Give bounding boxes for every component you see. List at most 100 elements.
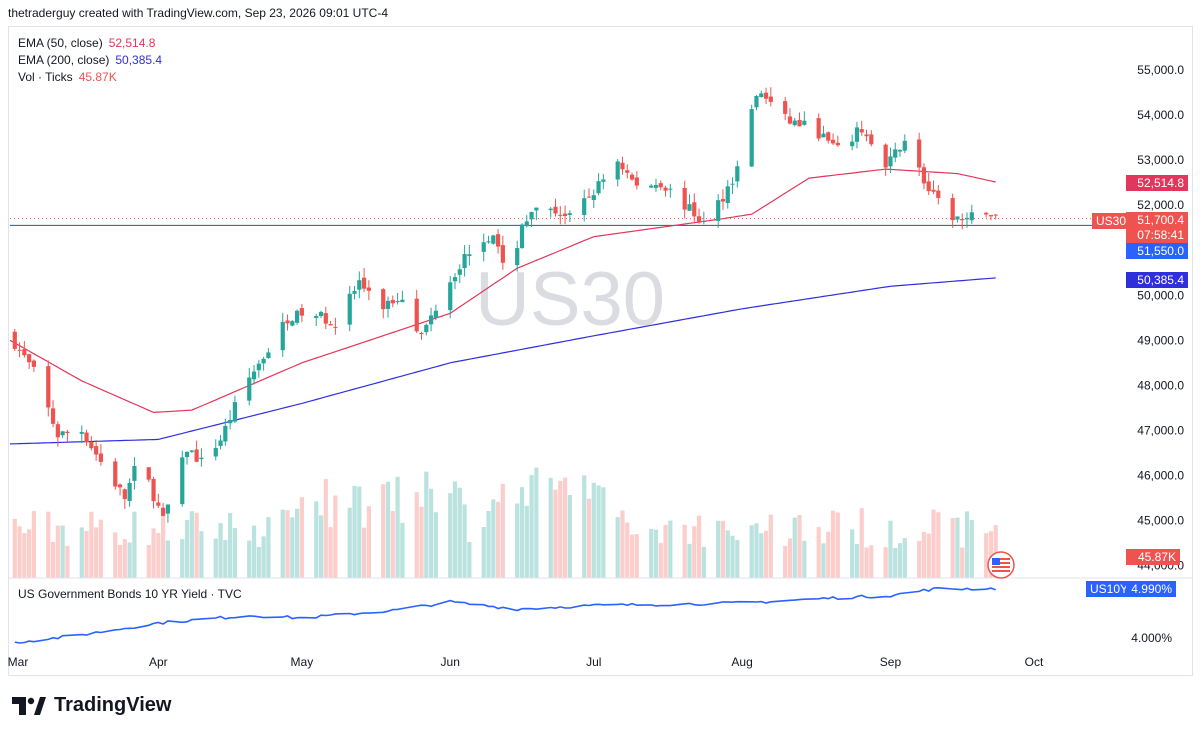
volume-bar (529, 475, 534, 578)
candle-body (31, 360, 37, 367)
candle-body (835, 142, 840, 146)
volume-label: Vol · Ticks (18, 70, 73, 84)
volume-bar (917, 540, 922, 578)
candle-body (629, 174, 635, 180)
candle-body (696, 216, 702, 222)
volume-bar (955, 517, 960, 578)
candle-body (854, 127, 860, 142)
tradingview-footer[interactable]: TradingView (12, 694, 171, 717)
candle-body (247, 377, 252, 401)
candle-body (730, 183, 735, 185)
volume-bar (893, 547, 898, 578)
volume-bars (12, 467, 998, 578)
volume-bar (457, 487, 462, 578)
candle-body (850, 141, 855, 147)
volume-bar (897, 543, 903, 578)
candle-body (414, 298, 419, 332)
candle-body (232, 402, 237, 422)
price-tick-label: 50,000.0 (1137, 288, 1184, 302)
volume-bar (763, 530, 769, 578)
volume-bar (113, 532, 118, 578)
volume-bar (888, 520, 893, 578)
volume-bar (601, 487, 606, 578)
volume-bar (46, 511, 51, 578)
legend-volume[interactable]: Vol · Ticks 45.87K (18, 69, 162, 86)
candle-body (888, 156, 893, 167)
ema200-label: EMA (200, close) (18, 53, 110, 67)
volume-bar (964, 511, 970, 578)
volume-bar (84, 531, 89, 578)
candle-body (826, 132, 831, 141)
ema50-label: EMA (50, close) (18, 36, 103, 50)
candle-body (936, 190, 941, 198)
volume-bar (314, 501, 319, 578)
candle-body (663, 187, 668, 191)
volume-bar (146, 544, 151, 578)
candle-body (361, 277, 367, 289)
ema50-value: 52,514.8 (108, 36, 156, 50)
volume-bar (323, 479, 328, 578)
volume-bar (821, 543, 826, 578)
yield-panel: 4.000% (14, 586, 1172, 645)
volume-bar (27, 529, 32, 578)
symbol-tag: US30 (1092, 213, 1131, 229)
candle-body (481, 242, 486, 252)
candle-body (22, 349, 27, 356)
volume-bar (931, 509, 936, 578)
candle-body (486, 241, 491, 243)
candle-body (491, 235, 496, 244)
volume-bar (534, 467, 539, 578)
candle-body (452, 277, 458, 282)
volume-bar (55, 525, 60, 578)
volume-bar (232, 528, 237, 578)
indicator-legend: EMA (50, close) 52,514.8 EMA (200, close)… (18, 35, 162, 86)
volume-bar (328, 527, 333, 578)
yield-legend[interactable]: US Government Bonds 10 YR Yield · TVC (18, 587, 242, 601)
candle-body (548, 208, 553, 211)
volume-bar (31, 511, 37, 578)
volume-bar (184, 519, 190, 578)
candle-body (582, 198, 587, 215)
candle-body (562, 213, 568, 216)
volume-bar (797, 514, 802, 578)
volume-bar (452, 481, 458, 578)
volume-bar (347, 507, 352, 578)
candle-body (117, 484, 123, 488)
volume-bar (122, 539, 127, 578)
candle-body (424, 324, 429, 333)
candle-body (165, 504, 171, 514)
candle-body (821, 133, 826, 138)
ema50-price-tag: 52,514.8 (1126, 175, 1188, 191)
candle-body (295, 310, 300, 323)
legend-ema50[interactable]: EMA (50, close) 52,514.8 (18, 35, 162, 52)
time-tick-label: Jul (586, 655, 601, 669)
price-tick-label: 47,000.0 (1137, 423, 1184, 437)
candle-body (328, 324, 333, 326)
candle-body (759, 93, 764, 97)
volume-bar (620, 510, 625, 578)
legend-ema200[interactable]: EMA (200, close) 50,385.4 (18, 52, 162, 69)
volume-bar (864, 547, 869, 578)
candle-body (897, 149, 903, 152)
volume-bar (591, 482, 596, 578)
volume-bar (261, 536, 266, 578)
candle-body (816, 118, 821, 139)
candle-body (883, 144, 888, 168)
volume-bar (161, 511, 166, 578)
volume-bar (361, 527, 367, 578)
price-tick-label: 48,000.0 (1137, 378, 1184, 392)
candle-body (917, 139, 922, 168)
ema200-value: 50,385.4 (115, 53, 163, 67)
candle-body (725, 186, 730, 203)
candle-body (65, 431, 70, 434)
volume-bar (299, 497, 304, 578)
candle-body (931, 189, 936, 192)
time-axis: Mar Apr May Jun Jul Aug Sep Oct (8, 655, 1044, 669)
volume-bar (290, 517, 295, 578)
volume-tag: 45.87K (1126, 549, 1180, 565)
volume-bar (385, 481, 391, 578)
volume-bar (969, 520, 974, 578)
candle-body (960, 218, 965, 221)
candle-body (251, 371, 257, 380)
